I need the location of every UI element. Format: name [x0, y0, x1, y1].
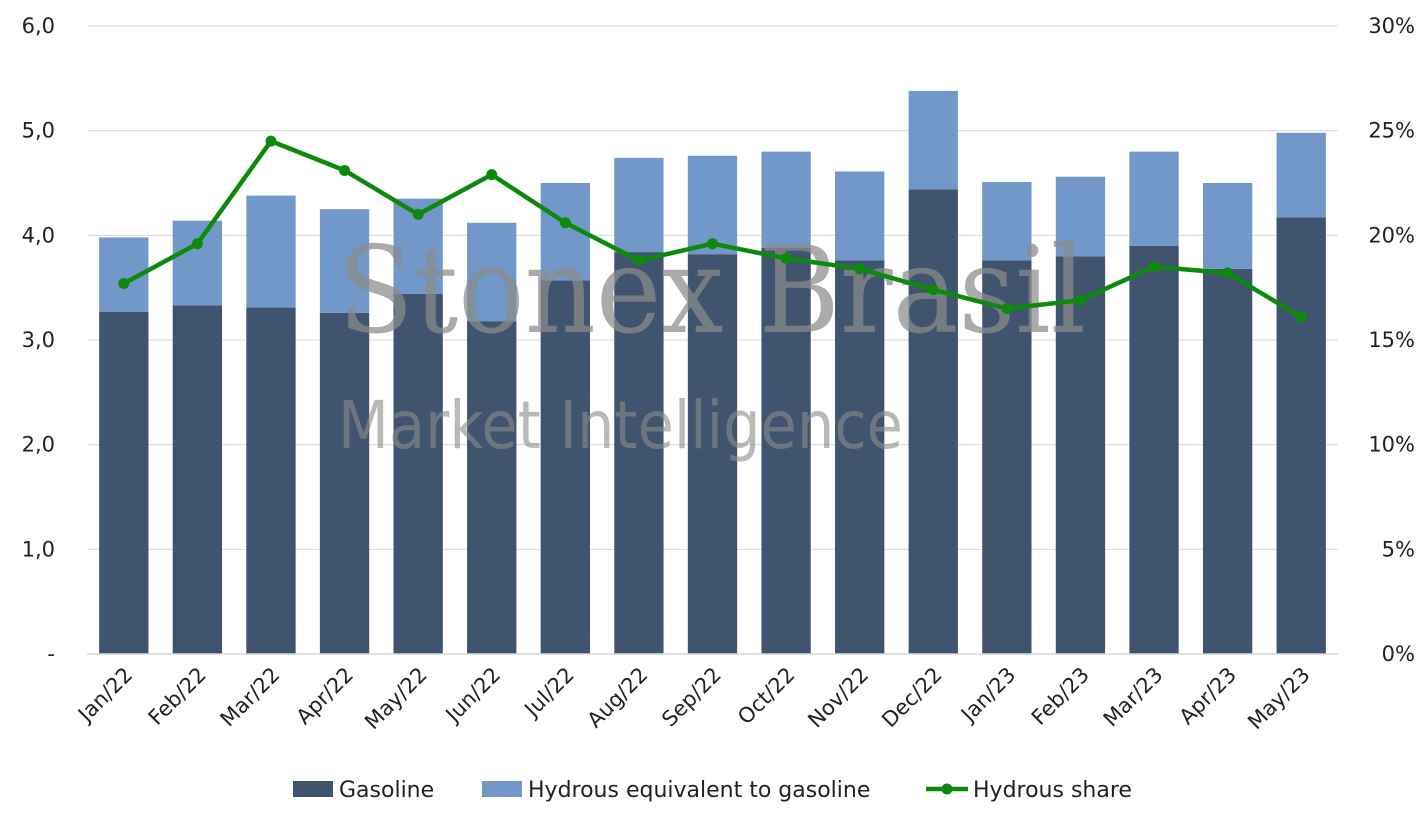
bar-gasoline — [467, 321, 517, 654]
x-tick-label: Sep/22 — [657, 663, 726, 732]
bar-gasoline — [393, 293, 443, 654]
bar-hydrous — [687, 155, 738, 255]
x-tick-label: May/22 — [360, 663, 432, 735]
x-tick-label: Jan/23 — [955, 663, 1020, 728]
bar-gasoline — [687, 254, 738, 654]
point-hydrous-share — [1295, 311, 1307, 323]
bar-hydrous — [319, 209, 370, 313]
point-hydrous-share — [633, 254, 645, 266]
x-tick-label: Mar/22 — [216, 663, 285, 732]
x-tick-label: Dec/22 — [877, 663, 947, 733]
bar-gasoline — [1276, 217, 1326, 655]
legend: Gasoline Hydrous equivalent to gasoline Hy… — [293, 778, 1132, 803]
point-hydrous-share — [339, 164, 351, 176]
x-tick-label: Jan/22 — [72, 663, 137, 728]
y-right-tick-label: 20% — [1368, 223, 1415, 247]
x-tick-label: Jul/22 — [519, 663, 579, 723]
bar-gasoline — [540, 280, 590, 654]
bar-hydrous — [761, 151, 811, 248]
bar-gasoline — [1202, 268, 1253, 654]
bar-hydrous — [1276, 132, 1326, 218]
bar-gasoline — [1129, 245, 1179, 655]
bar-hydrous — [172, 220, 223, 306]
y-right-tick-label: 0% — [1382, 642, 1415, 666]
bar-gasoline — [835, 260, 885, 654]
point-hydrous-share — [927, 284, 939, 296]
bar-hydrous — [908, 90, 958, 190]
line-series — [118, 135, 1307, 323]
bar-hydrous — [982, 181, 1032, 261]
bar-gasoline — [1055, 256, 1106, 654]
legend-marker-hydrous-share — [941, 783, 953, 795]
point-hydrous-share — [1222, 267, 1234, 279]
bar-gasoline — [908, 189, 958, 654]
y-right-tick-label: 5% — [1382, 537, 1415, 561]
bar-hydrous — [1202, 183, 1253, 269]
point-hydrous-share — [559, 217, 571, 229]
x-tick-label: Apr/22 — [292, 663, 359, 730]
point-hydrous-share — [854, 263, 866, 275]
x-tick-label: May/23 — [1243, 663, 1315, 735]
y-left-tick-label: 6,0 — [22, 14, 55, 38]
point-hydrous-share — [265, 135, 277, 147]
bar-hydrous — [1129, 151, 1179, 246]
watermark: Stonex Brasil Market Intelligence — [338, 222, 1086, 464]
x-tick-label: Oct/22 — [733, 663, 800, 730]
bar-hydrous — [614, 157, 664, 253]
legend-label-hydrous: Hydrous equivalent to gasoline — [528, 778, 870, 803]
point-hydrous-share — [191, 238, 203, 250]
y-left-tick-label: - — [47, 642, 55, 666]
y-left-tick-label: 3,0 — [22, 328, 55, 352]
watermark-line2: Market Intelligence — [338, 387, 903, 464]
bar-gasoline — [761, 247, 811, 655]
bar-gasoline — [614, 252, 664, 654]
y-left-tick-label: 4,0 — [22, 223, 55, 247]
x-tick-label: Feb/22 — [144, 663, 211, 730]
bar-hydrous — [467, 222, 517, 322]
point-hydrous-share — [118, 277, 130, 289]
point-hydrous-share — [1001, 303, 1013, 315]
x-tick-label: Feb/23 — [1027, 663, 1094, 730]
x-tick-label: Apr/23 — [1175, 663, 1242, 730]
legend-swatch-hydrous — [482, 781, 522, 797]
legend-label-hydrous-share: Hydrous share — [973, 778, 1132, 803]
bar-hydrous — [246, 195, 296, 308]
point-hydrous-share — [1148, 261, 1160, 273]
y-right-tick-label: 10% — [1368, 433, 1415, 457]
bar-gasoline — [982, 260, 1032, 654]
y-right-tick-label: 15% — [1368, 328, 1415, 352]
y-right-tick-label: 30% — [1368, 14, 1415, 38]
bar-hydrous — [1055, 176, 1106, 257]
x-tick-label: Aug/22 — [583, 663, 653, 733]
x-tick-label: Jun/22 — [440, 663, 505, 728]
point-hydrous-share — [707, 238, 718, 250]
legend-swatch-gasoline — [293, 781, 333, 797]
x-tick-label: Mar/23 — [1099, 663, 1168, 732]
point-hydrous-share — [412, 208, 424, 220]
point-hydrous-share — [780, 252, 792, 264]
y-left-tick-label: 2,0 — [22, 433, 55, 457]
bar-gasoline — [99, 311, 149, 654]
bar-hydrous — [835, 171, 885, 261]
bar-series — [99, 90, 1326, 655]
legend-label-gasoline: Gasoline — [339, 778, 434, 803]
point-hydrous-share — [1074, 294, 1086, 306]
bar-gasoline — [246, 307, 296, 654]
x-tick-label: Nov/22 — [803, 663, 873, 733]
y-right-tick-label: 25% — [1368, 119, 1415, 143]
y-left-tick-label: 1,0 — [22, 537, 55, 561]
y-left-tick-label: 5,0 — [22, 119, 55, 143]
bar-gasoline — [319, 312, 370, 654]
bar-gasoline — [172, 305, 223, 654]
point-hydrous-share — [486, 169, 498, 181]
